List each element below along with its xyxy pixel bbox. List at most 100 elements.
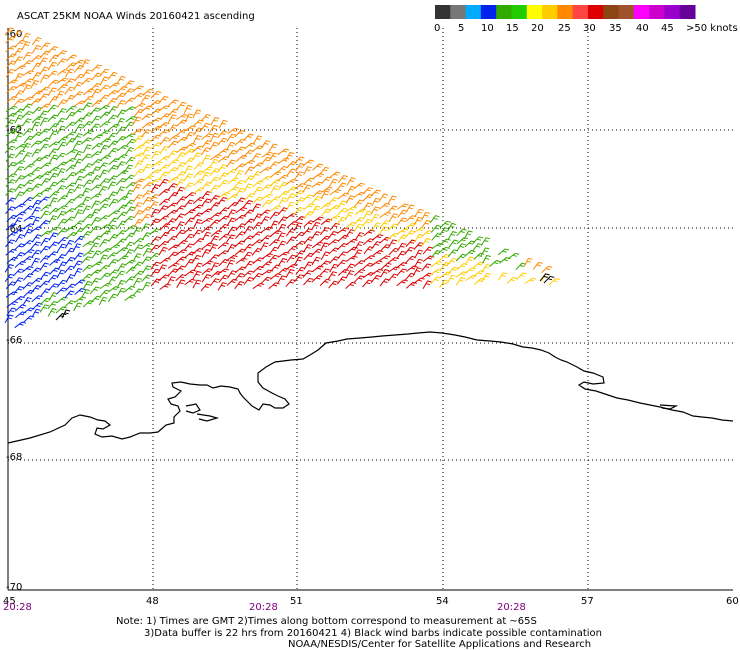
wind-barb (455, 276, 466, 286)
wind-barb (193, 162, 205, 170)
lon-label-45: 45 (3, 596, 16, 607)
wind-barb (404, 230, 416, 238)
wind-barb (295, 266, 306, 275)
wind-barb (158, 95, 169, 104)
wind-barb (117, 170, 129, 177)
wind-barb (320, 202, 332, 210)
wind-barb (253, 135, 263, 144)
wind-barb (183, 182, 194, 191)
wind-barb (21, 32, 31, 42)
wind-barb (107, 258, 119, 267)
wind-barb (31, 216, 41, 226)
wind-barb (226, 255, 238, 262)
wind-barb (183, 199, 195, 208)
wind-barb (14, 132, 24, 142)
wind-barb (90, 193, 102, 200)
wind-barb (56, 269, 66, 279)
wind-barb (56, 287, 67, 295)
wind-barb (149, 100, 162, 107)
map-title: ASCAT 25KM NOAA Winds 20160421 ascending (17, 11, 255, 22)
wind-barb (106, 252, 118, 260)
wind-barb (261, 151, 274, 158)
wind-barb (81, 59, 91, 68)
wind-barb (48, 181, 58, 191)
wind-barb (65, 274, 75, 283)
wind-barb (336, 276, 347, 285)
wind-barb (55, 313, 67, 321)
wind-barb (91, 261, 103, 268)
wind-barb (99, 282, 112, 290)
wind-barb (73, 252, 84, 261)
wind-barb (515, 262, 527, 271)
wind-barb (243, 218, 255, 226)
wind-barb (157, 215, 170, 223)
wind-barb (22, 51, 33, 61)
wind-barb (217, 156, 230, 163)
wind-barb (73, 267, 83, 277)
wind-barb (378, 255, 391, 262)
legend-swatch (526, 5, 543, 19)
wind-barb (107, 140, 119, 149)
wind-barb (225, 159, 236, 168)
wind-barb (14, 191, 24, 200)
wind-barb (39, 297, 51, 306)
legend-swatch (465, 5, 482, 19)
wind-barb (379, 211, 392, 219)
wind-barb (90, 277, 101, 287)
wind-barb (201, 171, 211, 181)
wind-barb (107, 165, 118, 173)
wind-barb (184, 148, 195, 156)
wind-barb (64, 239, 74, 249)
wind-barb (81, 77, 93, 85)
wind-barb (294, 216, 306, 223)
wind-barb (47, 251, 59, 259)
wind-barb (91, 250, 102, 259)
wind-barb (82, 179, 93, 188)
wind-barb (217, 197, 228, 205)
wind-barb (132, 288, 144, 297)
wind-barb (38, 196, 50, 204)
wind-barb (56, 58, 67, 67)
wind-barb (14, 65, 26, 72)
wind-barb (47, 79, 59, 87)
wind-barb (13, 98, 25, 106)
wind-barb (217, 148, 230, 156)
wind-barb (346, 238, 358, 246)
wind-barb (210, 116, 220, 126)
wind-barb (387, 239, 398, 248)
wind-barb (133, 202, 143, 211)
wind-barb (413, 227, 426, 234)
wind-barb (141, 213, 151, 222)
wind-barb (167, 114, 177, 123)
wind-barb (99, 138, 111, 145)
wind-barb (31, 121, 41, 131)
wind-barb (82, 280, 92, 290)
wind-barb (74, 168, 86, 176)
wind-barb (329, 222, 340, 231)
wind-barb (5, 206, 16, 215)
wind-barb (81, 187, 91, 197)
wind-barb (260, 261, 273, 269)
wind-barb (124, 241, 134, 250)
wind-barb (74, 209, 83, 219)
wind-barb (269, 179, 281, 187)
wind-barb (116, 126, 127, 135)
wind-barb (329, 189, 342, 196)
wind-barb (455, 253, 467, 262)
wind-barb (56, 84, 68, 92)
wind-barb (108, 244, 121, 251)
wind-barb (225, 141, 236, 151)
wind-barb (115, 177, 127, 186)
wind-barb (39, 74, 49, 84)
wind-barb (38, 110, 49, 119)
wind-barb (115, 238, 127, 246)
wind-barb (57, 228, 68, 236)
wind-barb (115, 270, 126, 279)
wind-barb (354, 208, 367, 215)
wind-barb (302, 159, 315, 167)
wind-barb (259, 209, 271, 217)
wind-barb (227, 186, 240, 193)
wind-barb (31, 37, 42, 46)
wind-barb (40, 171, 52, 179)
wind-barb (98, 203, 109, 212)
